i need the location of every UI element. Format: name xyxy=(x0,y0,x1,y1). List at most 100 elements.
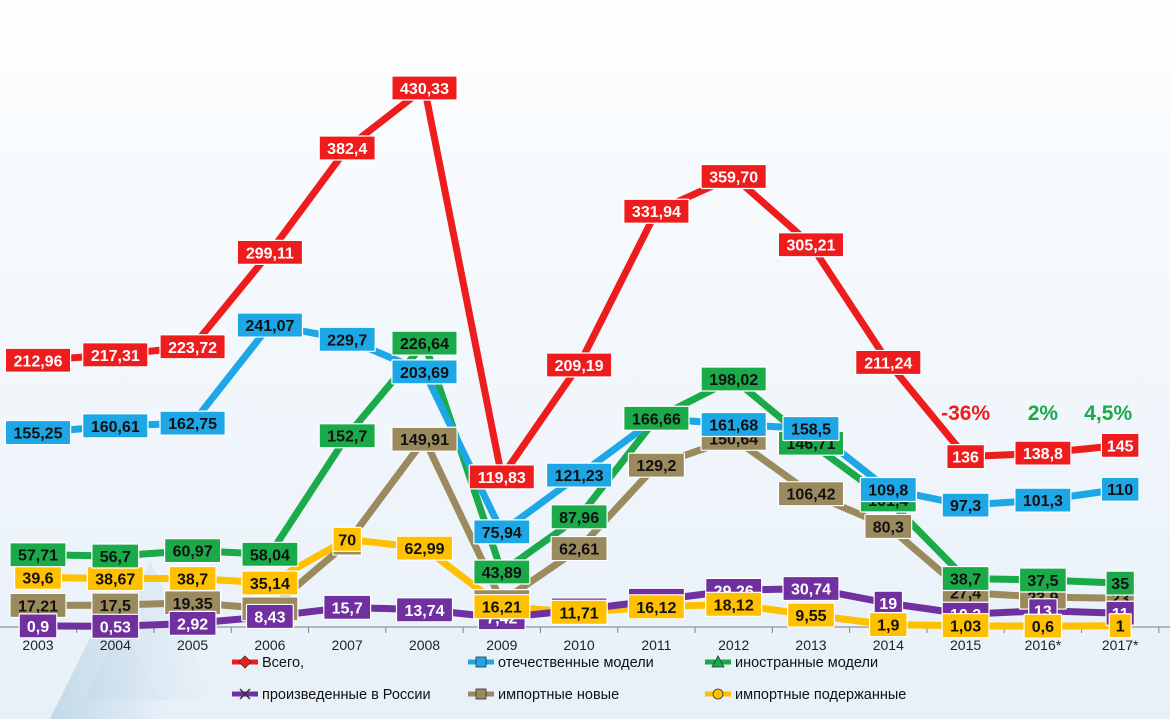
data-label-text: 158,5 xyxy=(791,421,831,438)
data-label: 241,07 xyxy=(236,312,304,338)
data-label-box xyxy=(4,419,72,446)
data-label-text: 211,24 xyxy=(864,355,912,372)
data-label-text: 30,74 xyxy=(791,581,831,598)
data-label: 158,5 xyxy=(782,415,840,442)
data-label: 38,67 xyxy=(86,565,144,592)
data-label-text: 203,69 xyxy=(400,365,449,382)
data-label-box xyxy=(391,359,458,385)
data-label-box xyxy=(468,464,536,490)
data-label-box xyxy=(550,504,608,530)
data-label-box xyxy=(391,330,458,356)
data-label: 13,74 xyxy=(395,597,454,623)
data-label-box xyxy=(941,613,990,639)
data-label-box xyxy=(236,239,304,265)
data-label-text: 209,19 xyxy=(555,358,604,375)
data-label-box xyxy=(623,405,690,431)
data-label-text: 106,42 xyxy=(787,487,836,504)
data-label: 119,83 xyxy=(468,464,536,490)
annotation-text: -36% xyxy=(941,402,990,425)
x-tick-label: 2011 xyxy=(641,637,671,653)
data-label-box xyxy=(473,594,531,620)
data-label-text: 155,25 xyxy=(14,426,63,443)
data-label-text: 0,9 xyxy=(27,619,49,636)
data-label: 17,5 xyxy=(91,592,140,618)
data-label-text: 87,96 xyxy=(559,510,599,527)
data-label: 121,23 xyxy=(545,462,613,488)
data-label-text: 138,8 xyxy=(1023,446,1063,463)
data-label-text: 39,6 xyxy=(22,570,53,587)
data-label-text: 13,74 xyxy=(404,603,444,620)
data-label-box xyxy=(545,462,613,488)
data-label-text: 70 xyxy=(338,532,356,549)
data-label-box xyxy=(159,410,226,436)
annotation-text: 4,5% xyxy=(1084,402,1132,425)
data-label-text: 58,04 xyxy=(250,547,290,564)
x-tick-label: 2010 xyxy=(564,637,595,653)
data-label: 58,04 xyxy=(241,541,299,567)
legend-marker xyxy=(475,688,487,700)
data-label-text: 359,70 xyxy=(709,169,758,186)
data-label-text: 223,72 xyxy=(168,340,217,357)
x-tick-label: 2009 xyxy=(486,637,517,653)
data-label: 60,97 xyxy=(164,538,222,564)
data-label-box xyxy=(1108,613,1132,639)
data-labels: 17,2117,519,3514,4767149,9120,2662,61129… xyxy=(4,75,1140,639)
legend-label: отечественные модели xyxy=(498,655,654,671)
data-label: 87,96 xyxy=(550,504,608,530)
data-label-box xyxy=(700,366,767,392)
data-label: 223,72 xyxy=(159,334,226,360)
data-label-text: 80,3 xyxy=(873,519,904,536)
data-label: 1,9 xyxy=(868,612,908,638)
data-label-box xyxy=(395,597,454,623)
data-label: 209,19 xyxy=(545,352,613,378)
data-label-text: 217,31 xyxy=(91,348,140,365)
data-label: 211,24 xyxy=(855,349,922,376)
data-label-box xyxy=(941,492,990,518)
data-label: 166,66 xyxy=(623,405,690,431)
data-label-box xyxy=(391,75,458,101)
data-label: 331,94 xyxy=(623,198,690,224)
data-label-box xyxy=(700,163,767,190)
legend-item: импортные новые xyxy=(468,687,619,703)
data-label: 35 xyxy=(1105,570,1135,596)
data-label-box xyxy=(855,349,922,376)
data-label-box xyxy=(786,602,835,628)
data-label: 101,3 xyxy=(1014,487,1072,513)
data-label: 0,6 xyxy=(1023,613,1063,639)
data-label: 38,7 xyxy=(168,565,217,592)
data-label-box xyxy=(1100,432,1140,458)
data-label-box xyxy=(159,334,226,360)
data-label: 110 xyxy=(1100,476,1140,502)
legend: Всего, отечественные модели иностранные мо… xyxy=(232,655,906,703)
data-label-text: 18,12 xyxy=(714,597,754,614)
x-tick-label: 2005 xyxy=(177,637,208,653)
data-label-box xyxy=(82,413,149,439)
data-label-box xyxy=(236,312,304,338)
data-label-text: 145 xyxy=(1107,438,1134,455)
data-label: 9,55 xyxy=(786,602,835,628)
x-tick-label: 2004 xyxy=(100,637,131,653)
data-label-box xyxy=(82,342,149,368)
data-label: 155,25 xyxy=(4,419,72,446)
data-label: 19 xyxy=(873,590,904,616)
data-label-text: 152,7 xyxy=(327,429,367,446)
data-label: 0,53 xyxy=(91,613,140,639)
data-label-text: 0,53 xyxy=(100,619,131,636)
data-label-box xyxy=(318,326,376,352)
data-label-text: 56,7 xyxy=(100,549,131,566)
data-label: 161,68 xyxy=(700,411,767,438)
data-label-box xyxy=(4,347,72,373)
data-label: 430,33 xyxy=(391,75,458,101)
data-label-box xyxy=(473,559,531,585)
data-label-text: 35,14 xyxy=(250,576,290,593)
x-tick-label: 2012 xyxy=(718,637,749,653)
data-label-text: 0,6 xyxy=(1032,619,1054,636)
data-label: 80,3 xyxy=(864,513,913,540)
data-label: 30,74 xyxy=(782,575,840,602)
data-label-box xyxy=(868,612,908,638)
data-label-text: 299,11 xyxy=(246,245,294,262)
data-label-box xyxy=(9,542,67,568)
data-label-text: 109,8 xyxy=(868,482,908,499)
